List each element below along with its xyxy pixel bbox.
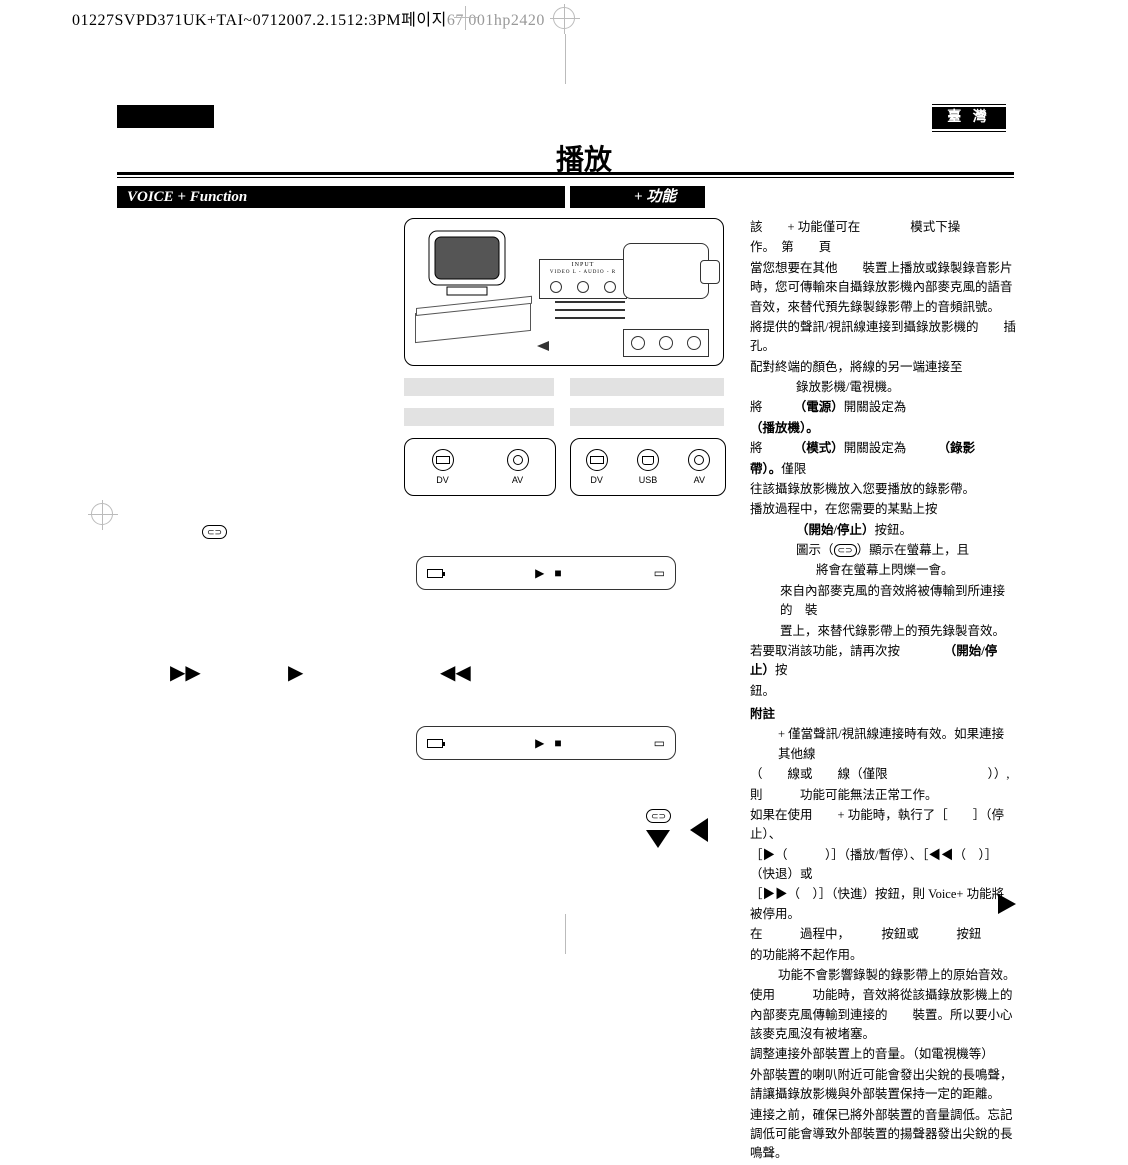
play-icon: ▶ bbox=[288, 660, 303, 685]
av-port-icon bbox=[688, 449, 710, 471]
port: USB bbox=[637, 449, 659, 485]
av-port-icon bbox=[507, 449, 529, 471]
port: DV bbox=[586, 449, 608, 485]
notes-heading: 附註 bbox=[750, 705, 1016, 724]
stop-icon: ■ bbox=[554, 736, 561, 750]
playback-osd-bar: ▶ ■ ▭ bbox=[416, 556, 676, 590]
title-rule bbox=[117, 172, 1014, 178]
print-job-header-dark: 01227SVPD371UK+TAI~0712007.2.1512:3PM페이지 bbox=[72, 12, 447, 29]
input-sublabel: VIDEO L - AUDIO - R bbox=[542, 270, 624, 275]
reg-target-left-icon bbox=[88, 500, 118, 530]
battery-icon bbox=[427, 739, 443, 748]
tape-icon: ▭ bbox=[654, 566, 665, 580]
voice-plus-icon: ⊂⊃ bbox=[646, 808, 671, 823]
section-bar-right: + 功能 bbox=[570, 186, 705, 208]
camcorder-jack-panel bbox=[623, 329, 709, 357]
play-icon: ▶ bbox=[535, 736, 544, 750]
port-label: AV bbox=[512, 475, 523, 485]
cable-line bbox=[555, 309, 625, 311]
port: AV bbox=[507, 449, 529, 485]
usb-port-icon bbox=[637, 449, 659, 471]
placeholder-bar bbox=[570, 378, 724, 396]
stop-icon: ■ bbox=[554, 566, 561, 580]
port-panel-left: DV AV bbox=[404, 438, 556, 496]
port-label: DV bbox=[590, 475, 603, 485]
left-arrow-icon bbox=[690, 818, 708, 842]
arrow-left-icon bbox=[537, 341, 549, 351]
play-icon: ▶ bbox=[535, 566, 544, 580]
cable-line bbox=[555, 317, 625, 319]
section-bar-left: VOICE + Function bbox=[117, 186, 565, 208]
placeholder-bar bbox=[404, 408, 554, 426]
ff-icon: ▶▶ bbox=[170, 660, 201, 685]
instruction-text: 該 + 功能僅可在 模式下操 作。 第 頁 當您想要在其他 裝置上播放或錄製錄音… bbox=[750, 218, 1016, 1165]
down-arrow-icon bbox=[646, 830, 670, 848]
tv-icon bbox=[423, 227, 511, 301]
input-label: INPUT bbox=[542, 262, 624, 268]
reg-cross-icon bbox=[454, 6, 478, 30]
rew-icon: ◀◀ bbox=[440, 660, 471, 685]
battery-icon bbox=[427, 569, 443, 578]
vcr-icon bbox=[415, 301, 531, 343]
reg-target-icon bbox=[550, 4, 580, 34]
port: DV bbox=[432, 449, 454, 485]
av-input-panel: INPUT VIDEO L - AUDIO - R bbox=[539, 259, 627, 299]
playback-osd-bar: ▶ ■ ▭ bbox=[416, 726, 676, 760]
left-index-tab bbox=[117, 105, 214, 128]
placeholder-bar bbox=[404, 378, 554, 396]
placeholder-bar bbox=[570, 408, 724, 426]
port-panel-right: DV USB AV bbox=[570, 438, 726, 496]
dv-port-icon bbox=[432, 449, 454, 471]
connection-diagram: INPUT VIDEO L - AUDIO - R bbox=[404, 218, 724, 366]
port: AV bbox=[688, 449, 710, 485]
dv-port-icon bbox=[586, 449, 608, 471]
region-tab: 臺 灣 bbox=[932, 107, 1006, 129]
port-label: DV bbox=[436, 475, 449, 485]
center-cut-top bbox=[565, 34, 566, 84]
cable-line bbox=[555, 301, 625, 303]
tape-icon: ▭ bbox=[654, 736, 665, 750]
voice-plus-icon: ⊂⊃ bbox=[202, 524, 227, 539]
center-cut-bottom bbox=[565, 914, 566, 954]
camcorder-icon bbox=[623, 243, 709, 299]
port-label: USB bbox=[639, 475, 658, 485]
port-label: AV bbox=[694, 475, 705, 485]
voice-plus-icon: ⊂⊃ bbox=[834, 544, 857, 557]
